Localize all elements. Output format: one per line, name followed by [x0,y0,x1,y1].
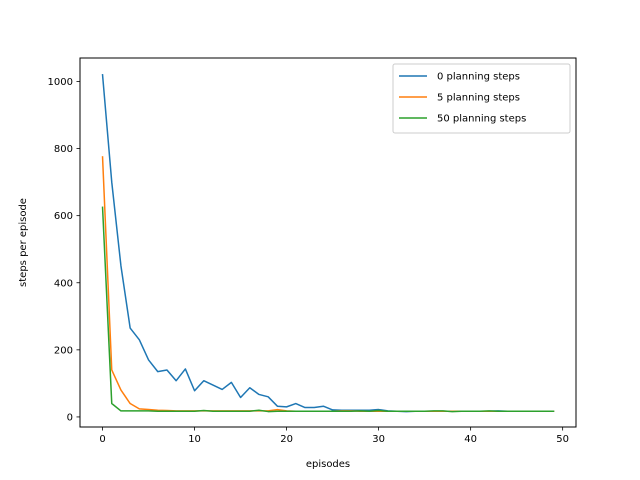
y-tick-label: 800 [54,144,73,155]
x-tick-label: 40 [464,434,477,445]
y-tick-label: 200 [54,345,73,356]
x-tick-label: 30 [372,434,385,445]
plot-lines [101,73,555,413]
x-tick-label: 0 [99,434,105,445]
legend-box [392,63,571,134]
y-tick-label: 400 [54,278,73,289]
x-tick-label: 50 [556,434,569,445]
x-axis: 0 10 20 30 40 50 [99,427,569,445]
series-line-2 [101,206,555,413]
y-tick-label: 600 [54,211,73,222]
legend-label-0: 0 planning steps [437,72,520,83]
legend-label-1: 5 planning steps [437,93,520,104]
y-axis: 0 200 400 600 800 1000 [48,77,80,423]
x-axis-label: episodes [306,459,350,470]
y-tick-label: 1000 [48,77,73,88]
plot-frame [79,57,577,428]
legend-label-2: 50 planning steps [437,114,526,125]
y-axis-label: steps per episode [18,198,29,287]
y-tick-label: 0 [67,412,73,423]
legend: 0 planning steps 5 planning steps 50 plann… [392,63,571,134]
x-tick-label: 10 [188,434,201,445]
x-tick-label: 20 [280,434,293,445]
